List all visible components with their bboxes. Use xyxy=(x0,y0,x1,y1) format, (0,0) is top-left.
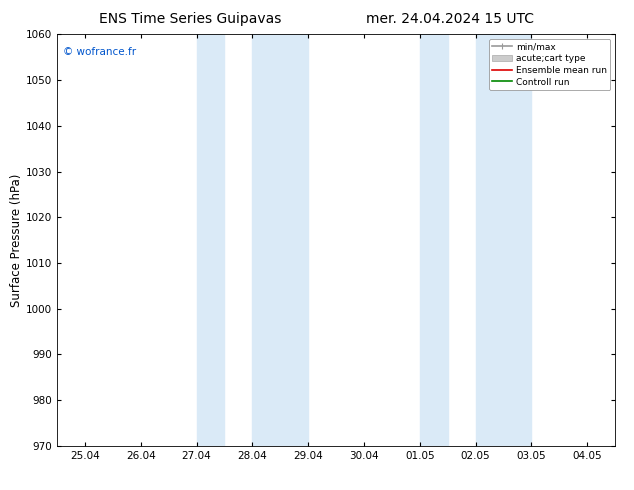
Bar xyxy=(420,34,448,446)
Bar xyxy=(252,34,308,446)
Text: © wofrance.fr: © wofrance.fr xyxy=(63,47,136,57)
Text: ENS Time Series Guipavas: ENS Time Series Guipavas xyxy=(99,12,281,26)
Legend: min/max, acute;cart type, Ensemble mean run, Controll run: min/max, acute;cart type, Ensemble mean … xyxy=(489,39,611,90)
Text: mer. 24.04.2024 15 UTC: mer. 24.04.2024 15 UTC xyxy=(366,12,534,26)
Y-axis label: Surface Pressure (hPa): Surface Pressure (hPa) xyxy=(10,173,23,307)
Bar xyxy=(476,34,531,446)
Bar xyxy=(197,34,224,446)
